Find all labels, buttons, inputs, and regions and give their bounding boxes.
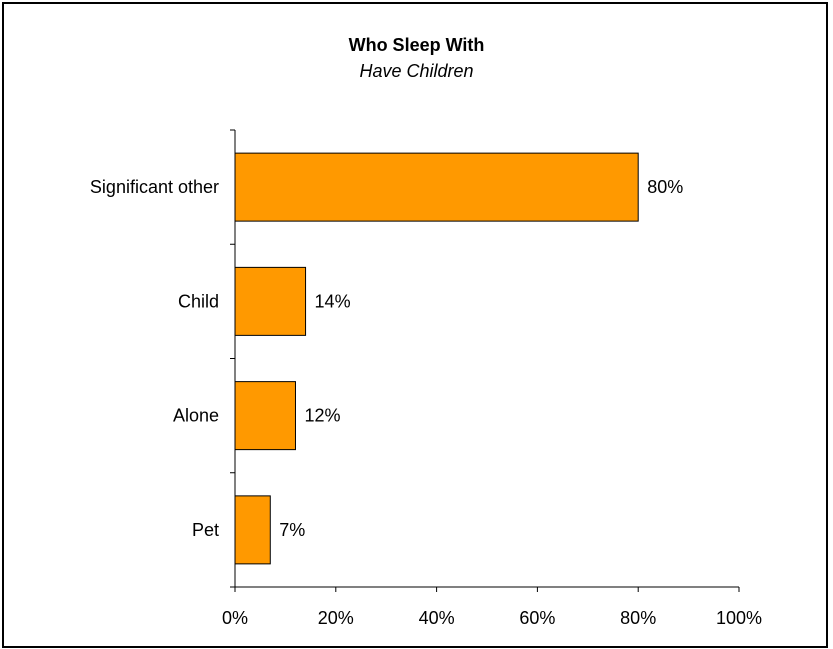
labels: Significant other 80% Child 14% Alone 12% Pet 7… [90,177,683,540]
x-tick-label: 40% [419,608,455,628]
category-label: Pet [192,520,219,540]
bar [234,495,271,565]
x-tick-label: 60% [519,608,555,628]
axes: 0% 20% 40% 60% 80% 100% [222,129,762,628]
category-label: Significant other [90,177,219,197]
bar [234,152,639,222]
bar [234,266,307,336]
value-label: 7% [279,520,305,540]
bars [234,152,639,565]
x-tick-label: 100% [716,608,762,628]
value-label: 12% [304,406,340,426]
value-label: 14% [315,291,351,311]
x-tick-label: 0% [222,608,248,628]
bar [234,381,296,451]
chart-title: Who Sleep With [348,35,485,55]
category-label: Child [178,291,219,311]
category-label: Alone [173,406,219,426]
chart-subtitle: Have Children [359,61,474,81]
value-label: 80% [647,177,683,197]
x-tick-label: 20% [318,608,354,628]
x-tick-label: 80% [620,608,656,628]
